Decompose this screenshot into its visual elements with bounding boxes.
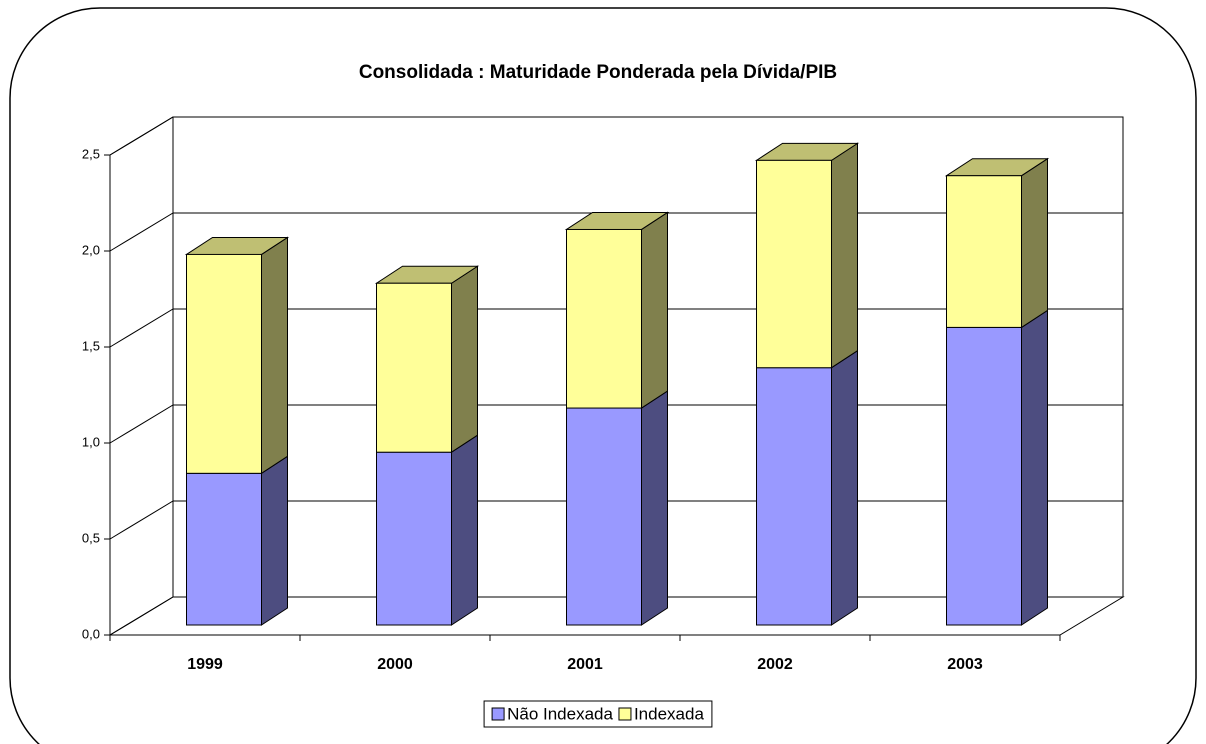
x-tick-label: 2000	[377, 656, 413, 673]
legend: Não Indexada Indexada	[483, 700, 713, 728]
legend-label: Indexada	[634, 704, 704, 723]
bar-side	[1021, 157, 1048, 329]
legend-box	[483, 700, 713, 728]
chart-title: Consolidada : Maturidade Ponderada pela …	[359, 62, 837, 83]
bar-side	[1021, 309, 1048, 626]
bar-side	[451, 265, 478, 454]
bar	[946, 175, 1022, 328]
bar	[566, 228, 642, 409]
bar	[756, 367, 832, 626]
bar-side	[831, 349, 858, 626]
bar	[186, 253, 262, 474]
y-tick-label: 2,0	[82, 242, 100, 257]
y-tick-label: 0,5	[82, 530, 100, 545]
legend-swatch	[618, 707, 632, 721]
bar-side	[261, 455, 288, 626]
bar	[376, 451, 452, 626]
x-tick-label: 2003	[947, 656, 983, 673]
legend-swatch	[491, 707, 505, 721]
y-tick-label: 1,0	[82, 434, 100, 449]
bar	[566, 407, 642, 626]
legend-label: Não Indexada	[507, 704, 613, 723]
bar-side	[641, 211, 668, 409]
y-tick-label: 0,0	[82, 626, 100, 641]
bar	[186, 472, 262, 626]
bar-side	[831, 142, 858, 369]
x-tick-label: 2002	[757, 656, 793, 673]
bar	[756, 159, 832, 369]
x-tick-label: 1999	[187, 656, 223, 673]
y-tick-label: 1,5	[82, 338, 100, 353]
bar-side	[641, 390, 668, 626]
x-tick-label: 2001	[567, 656, 603, 673]
y-tick-label: 2,5	[82, 146, 100, 161]
bar	[946, 326, 1022, 626]
bar-side	[261, 236, 288, 475]
grid-line	[109, 116, 1123, 156]
bar-side	[451, 434, 478, 626]
bar	[376, 282, 452, 453]
